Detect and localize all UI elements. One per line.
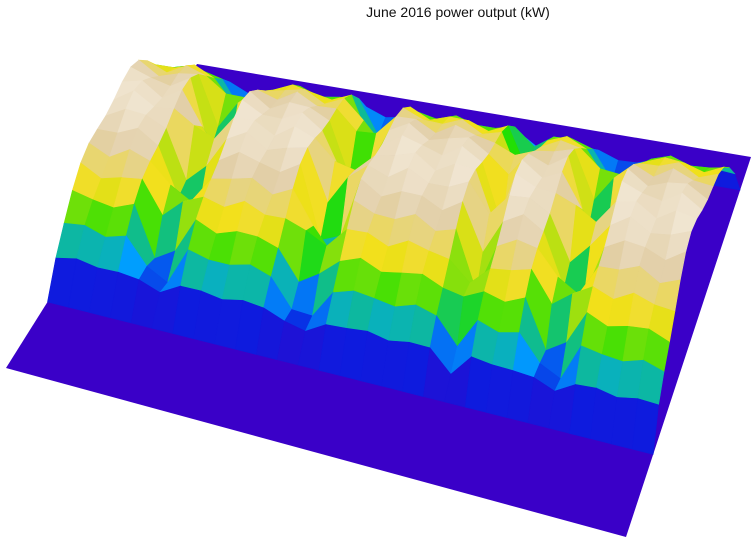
surface-cell	[631, 398, 659, 455]
chart-title: June 2016 power output (kW)	[366, 4, 550, 20]
